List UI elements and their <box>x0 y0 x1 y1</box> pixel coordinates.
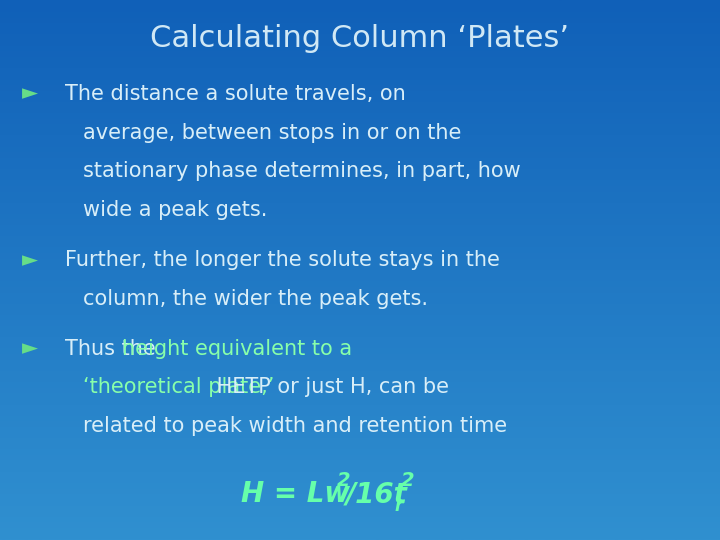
Text: ►: ► <box>22 84 37 104</box>
Text: 2: 2 <box>337 471 351 490</box>
Text: ►: ► <box>22 250 37 270</box>
Text: H = Lw: H = Lw <box>241 480 350 508</box>
Text: related to peak width and retention time: related to peak width and retention time <box>83 416 507 436</box>
Text: stationary phase determines, in part, how: stationary phase determines, in part, ho… <box>83 161 521 181</box>
Text: ►: ► <box>22 339 37 359</box>
Text: column, the wider the peak gets.: column, the wider the peak gets. <box>83 289 428 309</box>
Text: HETP or just H, can be: HETP or just H, can be <box>210 377 449 397</box>
Text: Thus the: Thus the <box>65 339 162 359</box>
Text: 2: 2 <box>401 471 415 490</box>
Text: average, between stops in or on the: average, between stops in or on the <box>83 123 462 143</box>
Text: ‘theoretical plate,’: ‘theoretical plate,’ <box>83 377 274 397</box>
Text: wide a peak gets.: wide a peak gets. <box>83 200 267 220</box>
Text: The distance a solute travels, on: The distance a solute travels, on <box>65 84 405 104</box>
Text: Further, the longer the solute stays in the: Further, the longer the solute stays in … <box>65 250 500 270</box>
Text: r: r <box>395 497 402 515</box>
Text: height equivalent to a: height equivalent to a <box>122 339 352 359</box>
Text: Calculating Column ‘Plates’: Calculating Column ‘Plates’ <box>150 24 570 53</box>
Text: /16t: /16t <box>346 480 408 508</box>
